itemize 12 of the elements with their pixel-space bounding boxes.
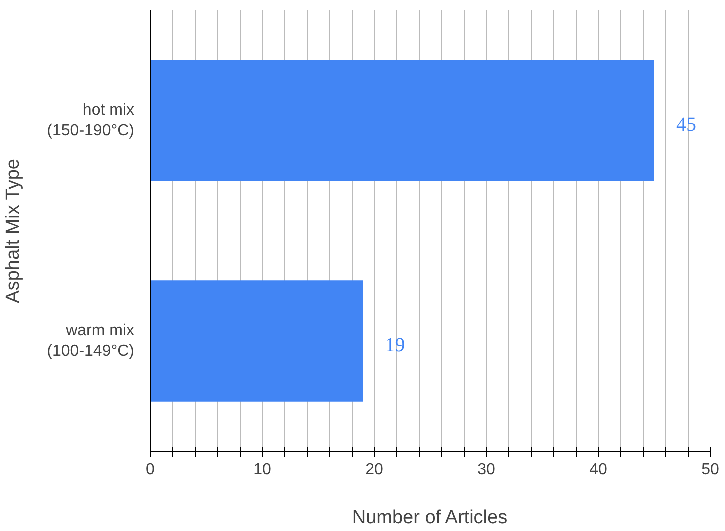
x-axis-title: Number of Articles — [352, 508, 508, 528]
x-tick-label: 10 — [254, 462, 272, 478]
data-label: 45 — [676, 114, 696, 136]
x-tick-label: 40 — [590, 462, 608, 478]
data-label: 19 — [385, 334, 406, 356]
y-tick-label: warm mix (100-149°C) — [47, 322, 134, 360]
x-tick-label: 30 — [478, 462, 496, 478]
x-tick-label: 50 — [702, 462, 720, 478]
y-axis-title: Asphalt Mix Type — [3, 159, 24, 304]
x-tick-label: 20 — [366, 462, 384, 478]
y-tick-label: hot mix (150-190°C) — [47, 102, 135, 140]
x-tick-label: 0 — [146, 462, 156, 478]
